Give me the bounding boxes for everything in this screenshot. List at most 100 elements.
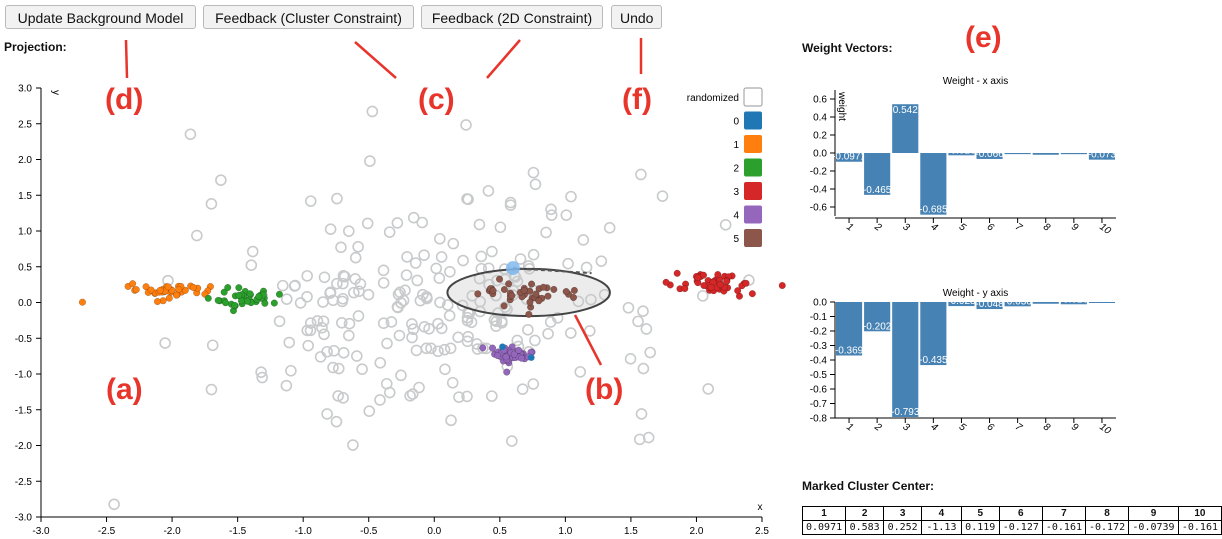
chart-y-tick-label: 0.2: [813, 131, 827, 142]
randomized-point: [337, 277, 349, 290]
randomized-point: [697, 290, 709, 302]
randomized-point: [246, 245, 259, 258]
cluster-point-3: [700, 282, 708, 290]
cluster-point-5: [528, 280, 536, 288]
randomized-point: [702, 383, 715, 395]
randomized-point: [443, 309, 456, 322]
randomized-point: [377, 317, 390, 330]
randomized-point: [400, 269, 413, 281]
randomized-point: [542, 327, 554, 340]
randomized-point: [420, 290, 433, 303]
weight-category-label: 1: [844, 221, 855, 233]
weight-value-label: -0.026: [947, 145, 976, 156]
y-tick-label: -1.0: [15, 370, 33, 381]
y-tick-label: 1.0: [18, 227, 32, 238]
weight-value-label: -0.202: [863, 321, 892, 332]
randomized-point: [377, 277, 390, 289]
cluster-point-5: [539, 283, 547, 291]
randomized-point: [719, 218, 732, 231]
randomized-point: [108, 498, 120, 511]
weight-value-label: 0.542: [893, 105, 918, 116]
weight-bar-3: [892, 104, 919, 153]
randomized-point: [280, 379, 293, 392]
cluster-point-2: [235, 291, 243, 299]
randomized-point: [159, 337, 171, 349]
cluster-point-2: [255, 292, 263, 301]
randomized-point: [321, 408, 333, 420]
y-tick-label: 1.5: [18, 191, 32, 202]
randomized-point: [642, 431, 655, 444]
cluster-point-2: [204, 294, 212, 302]
cluster-center-value-3: 0.252: [883, 520, 923, 535]
randomized-point: [565, 190, 577, 203]
weight-value-label: -0.016: [1060, 294, 1089, 305]
randomized-point: [565, 327, 577, 339]
randomized-point: [461, 335, 474, 348]
marked-cluster-center-title: Marked Cluster Center:: [802, 479, 935, 493]
cluster-point-5: [570, 286, 578, 294]
randomized-point: [311, 315, 324, 327]
randomized-point: [624, 353, 637, 365]
weight-bar-10: [1088, 302, 1116, 303]
cluster-center-value-8: -0.172: [1084, 520, 1130, 535]
randomized-point: [304, 324, 317, 337]
cluster-point-2: [224, 283, 232, 292]
y-tick-label: -1.5: [15, 405, 33, 416]
randomized-point: [486, 245, 498, 258]
weight-category-label: 8: [1041, 421, 1052, 433]
randomized-point: [392, 301, 404, 314]
randomized-point: [381, 337, 393, 350]
feedback-cluster-constraint-button[interactable]: Feedback (Cluster Constraint): [203, 5, 414, 29]
randomized-point: [294, 297, 307, 309]
cluster-point-2: [237, 297, 246, 305]
cluster-point-4: [510, 350, 518, 358]
randomized-point: [411, 274, 424, 287]
randomized-point: [327, 361, 339, 374]
cluster-point-5: [535, 297, 543, 305]
undo-button[interactable]: Undo: [611, 5, 662, 29]
weight-x-chart: Weight - x axis 0.6 0.4 0.2 0.0 -0.2 -0.4 -0.6 w…: [810, 76, 1117, 237]
randomized-point: [330, 415, 343, 428]
randomized-point: [444, 265, 456, 278]
annotation-pointer-line: [486, 39, 521, 79]
update-background-model-button[interactable]: Update Background Model: [5, 5, 196, 29]
weight-value-label: -0.685: [919, 205, 948, 216]
projection-axes: -3.0 -2.5 -2.0 -1.5 -1.0 -0.5 0.0 0.5 1.0 1.5 2.0 2…: [15, 84, 770, 538]
randomized-point: [205, 198, 218, 210]
randomized-point: [540, 226, 552, 239]
cluster-point-3: [778, 281, 786, 290]
feedback-2d-constraint-button[interactable]: Feedback (2D Constraint): [421, 5, 603, 29]
randomized-point: [335, 241, 347, 254]
cluster-center-header-2: 2: [845, 506, 885, 521]
randomized-point: [301, 290, 313, 303]
x-tick-label: 1.5: [624, 526, 638, 537]
weight-category-label: 3: [901, 221, 912, 233]
weight-bar-6: [976, 302, 1003, 310]
randomized-point: [377, 264, 390, 277]
randomized-point: [327, 294, 339, 307]
weight-category-label: 6: [985, 221, 996, 233]
randomized-point: [522, 260, 535, 272]
weight-bar-7: [1004, 302, 1031, 307]
weight-category-label: 7: [1013, 221, 1024, 233]
randomized-point: [352, 240, 364, 253]
cluster-center-header-row: 1 2 3 4 5 6 7 8 9 10: [801, 506, 1222, 521]
cluster-point-4: [494, 351, 502, 360]
weight-category-label: 4: [929, 221, 940, 233]
weight-category-label: 5: [957, 221, 968, 233]
cluster-point-5: [550, 285, 558, 293]
weight-value-label: -0.793: [891, 407, 920, 418]
cluster-center-value-6: -0.127: [998, 520, 1043, 535]
randomized-point: [447, 237, 460, 250]
weight-bar-7: [1004, 153, 1031, 155]
randomized-point: [603, 222, 616, 234]
x-axis-title: x: [758, 502, 763, 513]
y-tick-label: -3.0: [15, 513, 33, 524]
randomized-point: [276, 279, 289, 292]
randomized-point: [339, 270, 351, 283]
randomized-point: [337, 347, 350, 359]
weight-value-label: -0.028: [947, 296, 976, 307]
legend-label-2: 2: [733, 164, 739, 175]
randomized-point: [595, 255, 608, 267]
